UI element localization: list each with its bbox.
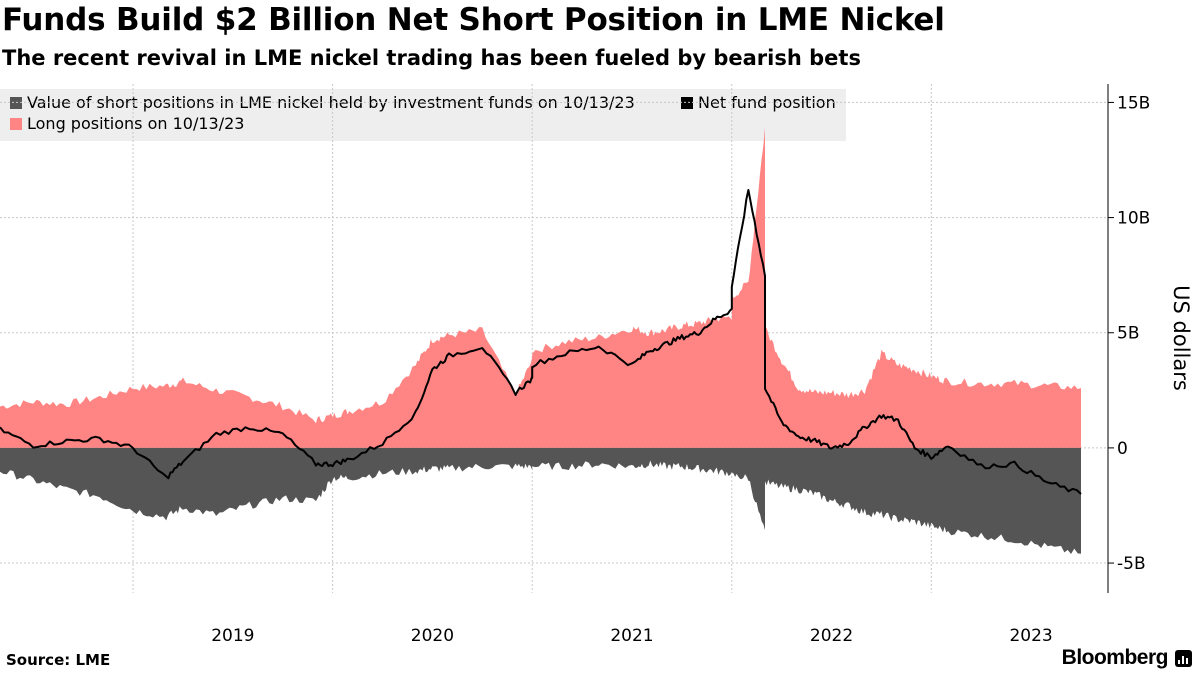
x-tick-label-2: 2021: [610, 626, 653, 646]
x-tick-label-4: 2023: [1009, 626, 1052, 646]
chart-title: Funds Build $2 Billion Net Short Positio…: [2, 2, 945, 38]
y-axis-label: US dollars: [1169, 285, 1193, 391]
x-tick-label-1: 2020: [411, 626, 454, 646]
area-long-positions: [0, 127, 1081, 448]
line-net-fund-position: [0, 189, 1082, 495]
legend-item-long: Long positions on 10/13/23: [10, 114, 244, 133]
y-tick-label-0: 15B: [1117, 93, 1150, 113]
brand-logo: Bloomberg: [1061, 646, 1169, 669]
legend-label-net: Net fund position: [698, 93, 836, 112]
chart-axes: [1107, 84, 1114, 593]
y-tick-label-4: -5B: [1117, 554, 1146, 574]
source-note: Source: LME: [6, 651, 111, 669]
y-tick-label-3: 0: [1117, 439, 1128, 459]
x-tick-label-3: 2022: [810, 626, 853, 646]
legend: Value of short positions in LME nickel h…: [0, 89, 846, 141]
bloomberg-terminal-icon: [1175, 650, 1192, 667]
legend-swatch-net: [681, 96, 693, 109]
legend-swatch-long: [10, 117, 22, 130]
y-tick-label-2: 5B: [1117, 324, 1139, 344]
x-tick-label-0: 2019: [211, 626, 254, 646]
chart-areas: [0, 127, 1082, 554]
legend-label-long: Long positions on 10/13/23: [27, 114, 245, 133]
chart-subtitle: The recent revival in LME nickel trading…: [2, 46, 861, 70]
legend-item-net: Net fund position: [681, 93, 836, 112]
legend-label-short: Value of short positions in LME nickel h…: [27, 93, 635, 112]
area-short-positions: [0, 447, 1081, 554]
y-tick-label-1: 10B: [1117, 209, 1150, 229]
tick-labels: 15B 10B 5B 0 -5B 2019 2020 2021 2022 2023: [211, 93, 1150, 646]
